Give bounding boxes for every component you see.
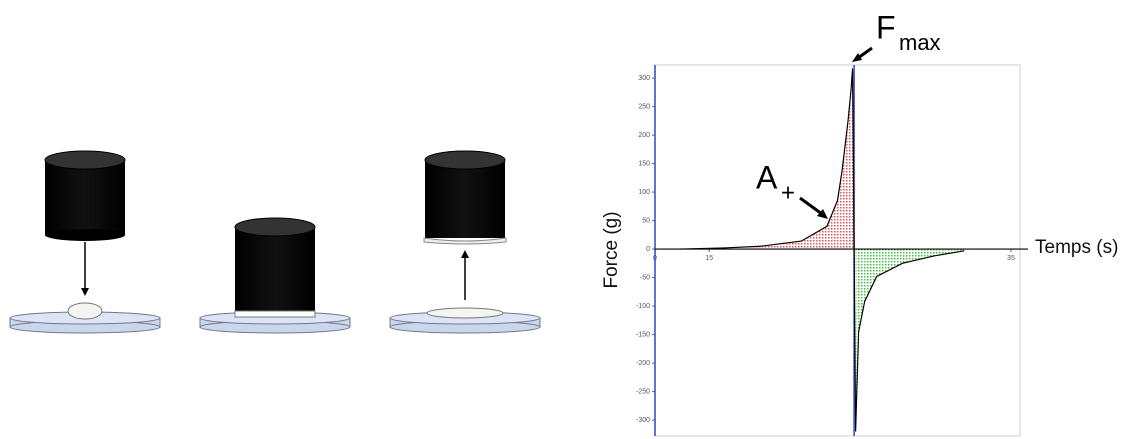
- annotation: F: [876, 9, 896, 45]
- annotation-fmax: F max: [852, 9, 941, 62]
- area-fill: [679, 68, 855, 250]
- y-tick-label: -100: [636, 303, 650, 310]
- annotation: A: [756, 159, 778, 195]
- y-tick-label: -300: [636, 417, 650, 424]
- y-tick-label: 0: [646, 246, 650, 253]
- y-tick-label: -50: [640, 274, 650, 281]
- x-tick-label: 15: [705, 255, 713, 262]
- y-tick-label: 150: [638, 160, 650, 167]
- illustration: [9, 150, 541, 334]
- y-tick-label: -250: [636, 388, 650, 395]
- annotation-a: A +: [756, 159, 828, 219]
- y-tick-label: 200: [638, 132, 650, 139]
- force-curve: [679, 68, 965, 432]
- y-axis-label: Force (g): [601, 211, 622, 288]
- y-tick-label: -200: [636, 360, 650, 367]
- y-tick-label: 300: [638, 75, 650, 82]
- y-tick-label: -150: [636, 331, 650, 338]
- annotation-sub: +: [781, 179, 795, 206]
- x-axis-label: Temps (s): [1035, 237, 1118, 258]
- annotation-sub: max: [899, 30, 941, 55]
- area-fill: [855, 249, 965, 432]
- x-tick-label: 35: [1007, 255, 1015, 262]
- y-tick-label: 250: [638, 103, 650, 110]
- plot: 300 250 200 150 100 50 0 -50 -100 -150 -200 -250 -30…: [636, 64, 1028, 437]
- y-tick-label: 100: [638, 189, 650, 196]
- y-tick-label: 50: [642, 217, 650, 224]
